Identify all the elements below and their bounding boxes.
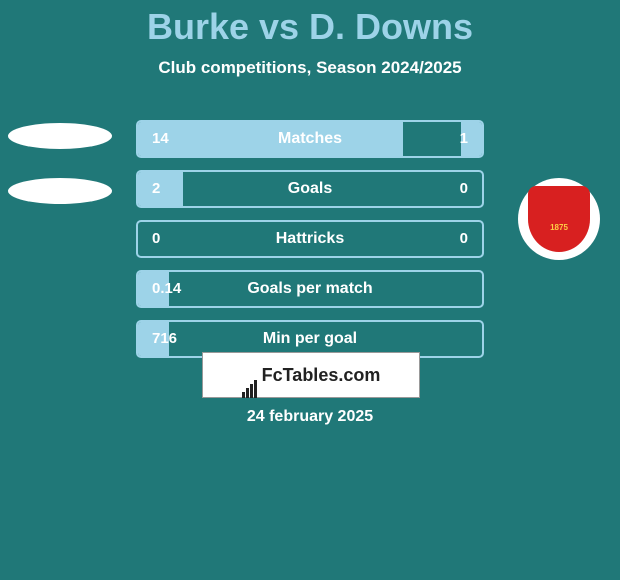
stat-label: Min per goal <box>138 322 482 356</box>
left-team-pill-1 <box>8 123 112 149</box>
stat-value-right: 1 <box>460 122 468 156</box>
stat-value-right: 0 <box>460 222 468 256</box>
left-team-pill-2 <box>8 178 112 204</box>
bar-chart-icon <box>242 354 258 398</box>
stat-value-right: 0 <box>460 172 468 206</box>
right-team-crest: 1875 <box>518 178 600 260</box>
stat-label: Hattricks <box>138 222 482 256</box>
stat-row: 0Hattricks0 <box>136 220 484 258</box>
stat-label: Matches <box>138 122 482 156</box>
crest-year: 1875 <box>528 223 590 232</box>
date-text: 24 february 2025 <box>0 408 620 426</box>
page-title: Burke vs D. Downs <box>0 0 620 48</box>
stat-row: 2Goals0 <box>136 170 484 208</box>
brand-badge: FcTables.com <box>202 352 420 398</box>
stat-label: Goals <box>138 172 482 206</box>
page-subtitle: Club competitions, Season 2024/2025 <box>0 58 620 78</box>
stat-row: 0.14Goals per match <box>136 270 484 308</box>
stat-row: 14Matches1 <box>136 120 484 158</box>
brand-text: FcTables.com <box>262 365 381 385</box>
stats-table: 14Matches12Goals00Hattricks00.14Goals pe… <box>136 120 484 370</box>
stat-label: Goals per match <box>138 272 482 306</box>
